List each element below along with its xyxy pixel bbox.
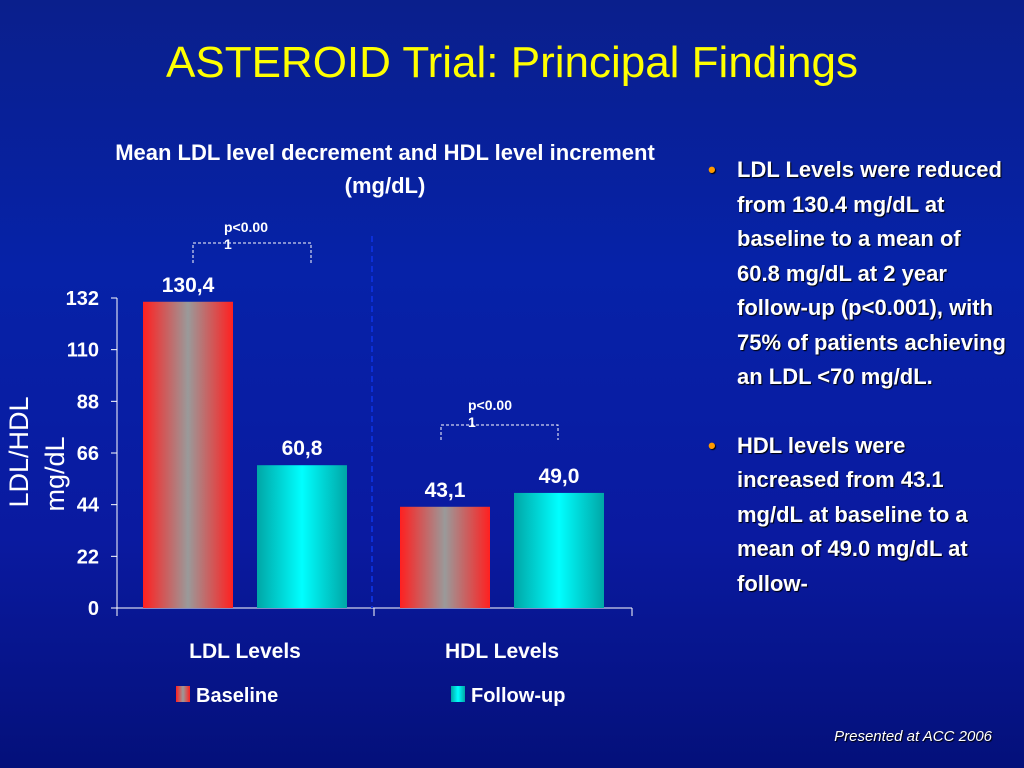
y-tick-label: 0: [88, 598, 99, 620]
data-label: 60,8: [282, 437, 323, 460]
y-tick-label: 132: [66, 288, 99, 310]
y-tick-label: 22: [77, 546, 99, 568]
bullet-dot-icon: •: [708, 157, 716, 182]
data-label: 43,1: [425, 479, 466, 502]
significance-label-cont: 1: [224, 236, 232, 252]
bullet-text: HDL levels were increased from 43.1 mg/d…: [737, 432, 968, 596]
chart-title-text: Mean LDL level decrement and HDL level i…: [115, 140, 655, 165]
significance-bracket: [440, 424, 559, 440]
data-label: 130,4: [162, 274, 215, 297]
bullet-item: • HDL levels were increased from 43.1 mg…: [708, 429, 1008, 602]
bullet-item: • LDL Levels were reduced from 130.4 mg/…: [708, 153, 1008, 395]
significance-label-cont: 1: [468, 414, 476, 430]
bullet-list: • LDL Levels were reduced from 130.4 mg/…: [708, 153, 1008, 635]
legend-swatch-baseline: [176, 686, 190, 702]
significance-label: p<0.00: [468, 397, 512, 413]
y-tick-label: 44: [77, 495, 100, 517]
category-label: HDL Levels: [445, 640, 559, 663]
legend-label: Baseline: [196, 685, 278, 707]
bar-baseline: [143, 301, 233, 608]
legend-label: Follow-up: [471, 685, 565, 707]
significance-label: p<0.00: [224, 219, 268, 235]
bullet-text: LDL Levels were reduced from 130.4 mg/dL…: [737, 157, 1006, 389]
bar-follow-up: [257, 465, 347, 608]
slide-title: ASTEROID Trial: Principal Findings: [166, 38, 858, 87]
chart-title: Mean LDL level decrement and HDL level i…: [100, 136, 670, 202]
y-axis-title-line1: LDL/HDL: [4, 396, 34, 507]
bar-follow-up: [514, 492, 604, 608]
y-tick-label: 88: [77, 391, 99, 413]
bullet-dot-icon: •: [708, 432, 716, 458]
legend-swatch-follow-up: [451, 686, 465, 702]
y-tick-label: 66: [77, 443, 99, 465]
significance-bracket: [192, 242, 312, 263]
footer-credit: Presented at ACC 2006: [834, 728, 992, 745]
bar-baseline: [400, 506, 490, 608]
data-label: 49,0: [539, 465, 580, 488]
chart-subtitle: (mg/dL): [344, 173, 426, 198]
y-tick-label: 110: [67, 340, 99, 362]
category-label: LDL Levels: [189, 640, 301, 663]
y-axis-title-line2: mg/dL: [40, 436, 70, 511]
